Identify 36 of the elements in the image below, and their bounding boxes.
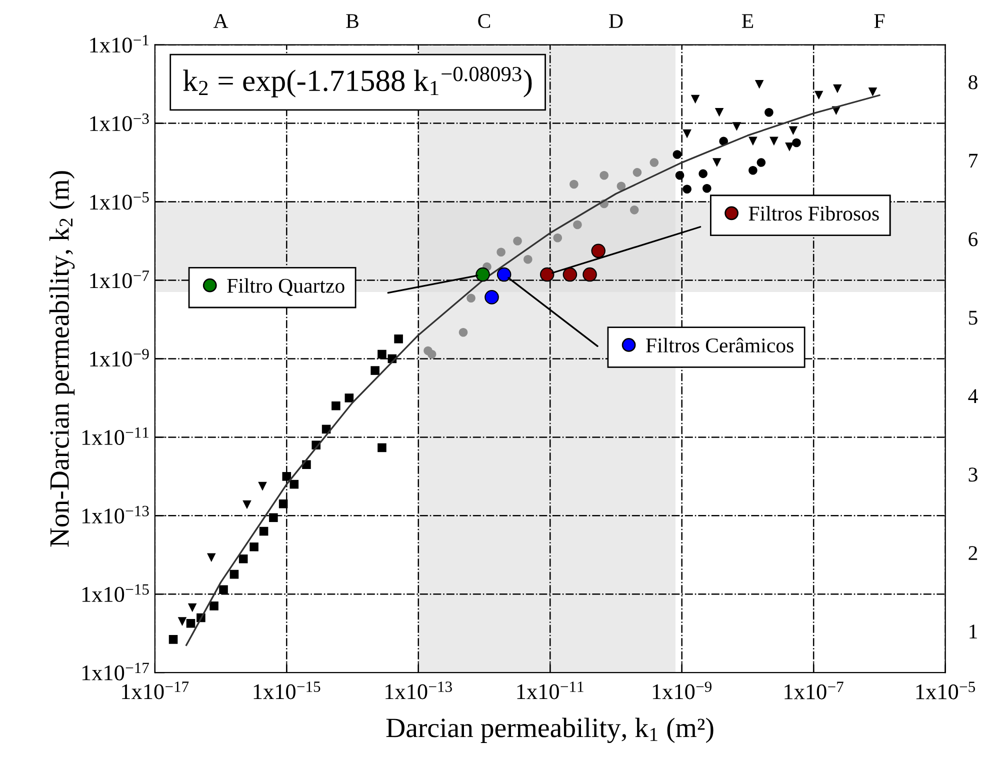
text: 8 (968, 75, 978, 90)
x-tick-label: 1x10$^{−17}$ (122, 682, 189, 700)
annotation: k$_{2}$ = exp(-1.71588 k$_{1}$$^{−0.08093}$) (183, 66, 532, 98)
y-axis-title: Non-Darcian permeability, k$_{2}$ (m) (49, 171, 75, 547)
x-tick-label: 1x10$^{−9}$ (652, 682, 712, 700)
y-tick-label: 1x10$^{−7}$ (90, 270, 149, 288)
text: C (478, 14, 490, 28)
text: 4 (968, 389, 978, 403)
y-tick-label: 1x10$^{−3}$ (90, 113, 149, 132)
y-tick-label: 1x10$^{−17}$ (82, 662, 149, 680)
legend-label: Filtros Cerâmicos (646, 338, 794, 352)
legend-label: Filtro Quartzo (227, 278, 344, 296)
text: 7 (969, 154, 978, 168)
text: B (346, 14, 358, 28)
y-tick-label: 1x10$^{−13}$ (82, 506, 149, 524)
x-tick-label: 1x10$^{−15}$ (254, 682, 320, 700)
text: 5 (969, 310, 978, 325)
x-tick-label: 1x10$^{−11}$ (517, 682, 584, 700)
text: 6 (968, 232, 978, 246)
y-tick-label: 1x10$^{−1}$ (90, 34, 149, 53)
x-tick-label: 1x10$^{−5}$ (916, 682, 976, 700)
y-tick-label: 1x10$^{−5}$ (90, 192, 149, 210)
y-tick-label: 1x10$^{−15}$ (82, 584, 149, 602)
text: F (874, 14, 885, 28)
x-tick-label: 1x10$^{−7}$ (784, 682, 844, 700)
text: D (609, 14, 623, 28)
text: 1 (970, 624, 977, 638)
legend-label: Filtros Fibrosos (748, 206, 879, 221)
text: E (742, 14, 754, 28)
text: 2 (968, 546, 978, 560)
y-tick-label: 1x10$^{−11}$ (82, 427, 149, 445)
text: A (213, 14, 228, 28)
y-tick-label: 1x10$^{−9}$ (90, 348, 149, 367)
x-tick-label: 1x10$^{−13}$ (386, 682, 452, 700)
x-axis-title: Darcian permeability, k$_{1}$ (m²) (386, 718, 714, 744)
text: 3 (968, 468, 978, 482)
